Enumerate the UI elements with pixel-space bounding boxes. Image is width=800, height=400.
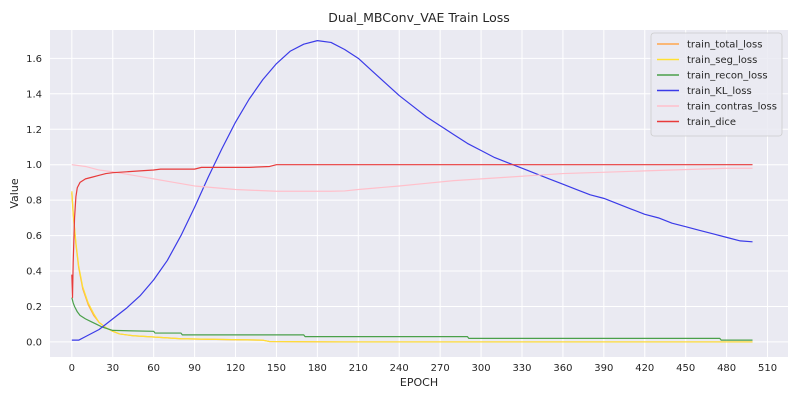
legend-label: train_seg_loss bbox=[687, 55, 757, 66]
y-tick-label: 1.4 bbox=[26, 89, 42, 100]
y-tick-label: 0.6 bbox=[26, 231, 42, 242]
series-line-train-dice bbox=[71, 164, 753, 299]
y-tick-label: 0.4 bbox=[26, 267, 42, 278]
x-tick-label: 210 bbox=[349, 363, 368, 374]
series-line-train-seg-loss bbox=[71, 191, 753, 343]
series-lines bbox=[71, 40, 753, 343]
series-line-train-contras-loss bbox=[71, 164, 753, 192]
y-tick-label: 0.2 bbox=[26, 302, 42, 313]
x-tick-label: 30 bbox=[106, 363, 119, 374]
x-tick-label: 180 bbox=[308, 363, 327, 374]
y-axis-ticks: 0.0 0.2 0.4 0.6 0.8 1.0 1.2 1.4 1.6 bbox=[26, 54, 42, 349]
x-tick-label: 300 bbox=[472, 363, 491, 374]
y-tick-label: 1.2 bbox=[26, 125, 42, 136]
series-line-train-KL-loss bbox=[71, 40, 753, 341]
legend-label: train_total_loss bbox=[687, 40, 762, 51]
x-tick-label: 120 bbox=[226, 363, 245, 374]
x-tick-label: 330 bbox=[512, 363, 531, 374]
x-tick-label: 150 bbox=[267, 363, 286, 374]
x-tick-label: 90 bbox=[188, 363, 201, 374]
y-tick-label: 0.8 bbox=[26, 196, 42, 207]
x-tick-label: 480 bbox=[717, 363, 736, 374]
legend-label: train_dice bbox=[687, 117, 736, 128]
y-axis-label: Value bbox=[8, 178, 21, 208]
x-tick-label: 420 bbox=[635, 363, 654, 374]
x-axis-ticks: 0 30 60 90 120 150 180 210 240 270 300 330 360 390 420… bbox=[69, 363, 777, 374]
legend-label: train_contras_loss bbox=[687, 102, 777, 113]
x-tick-label: 360 bbox=[553, 363, 572, 374]
legend-box bbox=[650, 32, 783, 137]
x-tick-label: 510 bbox=[758, 363, 777, 374]
y-tick-label: 1.0 bbox=[26, 160, 42, 171]
x-tick-label: 390 bbox=[594, 363, 613, 374]
legend: train_total_loss train_seg_loss train_reco… bbox=[650, 32, 783, 137]
x-tick-label: 240 bbox=[390, 363, 409, 374]
chart-title: Dual_MBConv_VAE Train Loss bbox=[328, 10, 510, 25]
x-tick-label: 60 bbox=[147, 363, 160, 374]
x-axis-label: EPOCH bbox=[400, 376, 438, 389]
y-tick-label: 1.6 bbox=[26, 54, 42, 65]
x-tick-label: 0 bbox=[69, 363, 75, 374]
legend-label: train_KL_loss bbox=[687, 86, 752, 97]
x-tick-label: 270 bbox=[431, 363, 450, 374]
series-line-train-recon-loss bbox=[71, 297, 753, 341]
legend-label: train_recon_loss bbox=[687, 71, 768, 82]
x-tick-label: 450 bbox=[676, 363, 695, 374]
y-tick-label: 0.0 bbox=[26, 337, 42, 348]
